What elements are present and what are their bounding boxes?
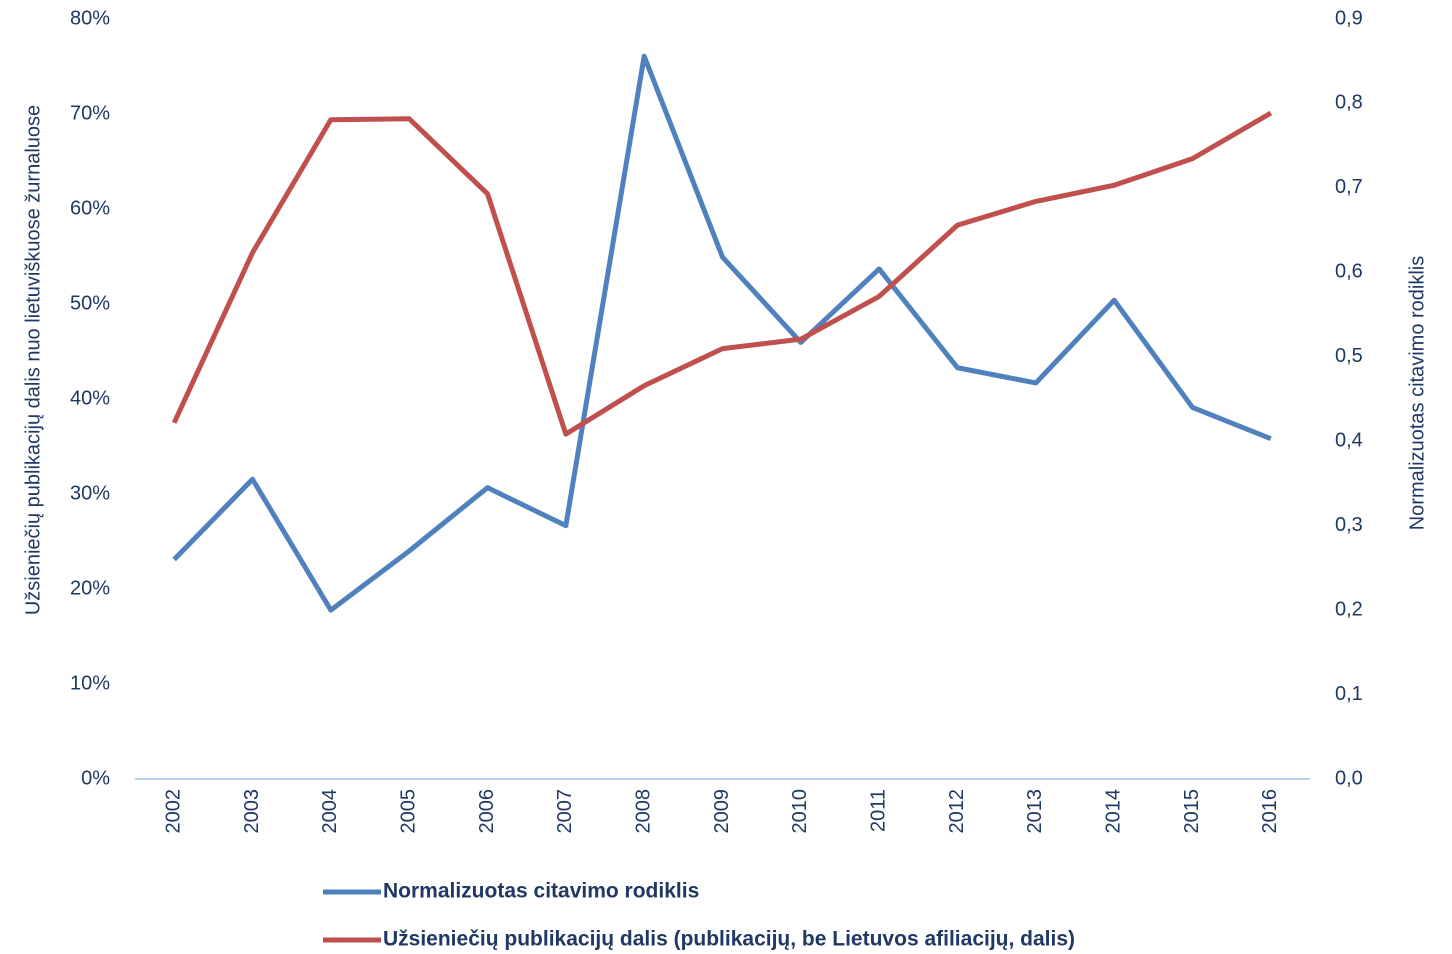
x-tick-label: 2006: [476, 789, 498, 834]
y-tick-label: 40%: [70, 387, 110, 409]
x-tick-label: 2011: [867, 789, 889, 832]
x-tick-label: 2015: [1181, 789, 1203, 834]
y2-tick-label: 0,9: [1335, 7, 1363, 29]
line-series: [171, 110, 1273, 437]
y2-tick-label: 0,7: [1335, 176, 1363, 198]
x-tick-label: 2010: [789, 789, 811, 834]
legend-label: Užsieniečių publikacijų dalis (publikaci…: [383, 928, 1075, 951]
x-tick-label: 2004: [319, 789, 341, 834]
y-tick-label: 0%: [81, 767, 110, 789]
x-tick-label: 2014: [1102, 789, 1124, 834]
y2-tick-label: 0,2: [1335, 598, 1363, 620]
x-tick-label: 2003: [241, 789, 263, 834]
y2-tick-label: 0,5: [1335, 345, 1363, 367]
y-axis-label: Užsieniečių publikacijų dalis nuo lietuv…: [22, 105, 44, 615]
y-tick-label: 20%: [70, 577, 110, 599]
y2-axis-label: Normalizuotas citavimo rodiklis: [1406, 256, 1428, 531]
y-tick-label: 10%: [70, 672, 110, 694]
y2-tick-label: 0,4: [1335, 430, 1363, 452]
x-tick-label: 2009: [711, 789, 733, 834]
y2-tick-label: 0,8: [1335, 92, 1363, 114]
x-tick-label: 2012: [946, 789, 968, 834]
x-tick-label: 2005: [397, 789, 419, 834]
y-tick-label: 60%: [70, 197, 110, 219]
y-tick-label: 30%: [70, 482, 110, 504]
y2-tick-label: 0,3: [1335, 514, 1363, 536]
y-tick-label: 80%: [70, 7, 110, 29]
y-tick-label: 50%: [70, 292, 110, 314]
y2-tick-label: 0,1: [1335, 683, 1363, 705]
x-tick-label: 2008: [632, 789, 654, 834]
x-tick-label: 2013: [1024, 789, 1046, 834]
line-series: [172, 53, 1272, 613]
x-tick-label: 2016: [1259, 789, 1281, 834]
legend-label: Normalizuotas citavimo rodiklis: [383, 880, 699, 903]
x-tick-label: 2002: [162, 789, 184, 834]
y2-tick-label: 0,6: [1335, 261, 1363, 283]
y-tick-label: 70%: [70, 102, 110, 124]
y2-tick-label: 0,0: [1335, 767, 1363, 789]
x-tick-label: 2007: [554, 789, 576, 834]
